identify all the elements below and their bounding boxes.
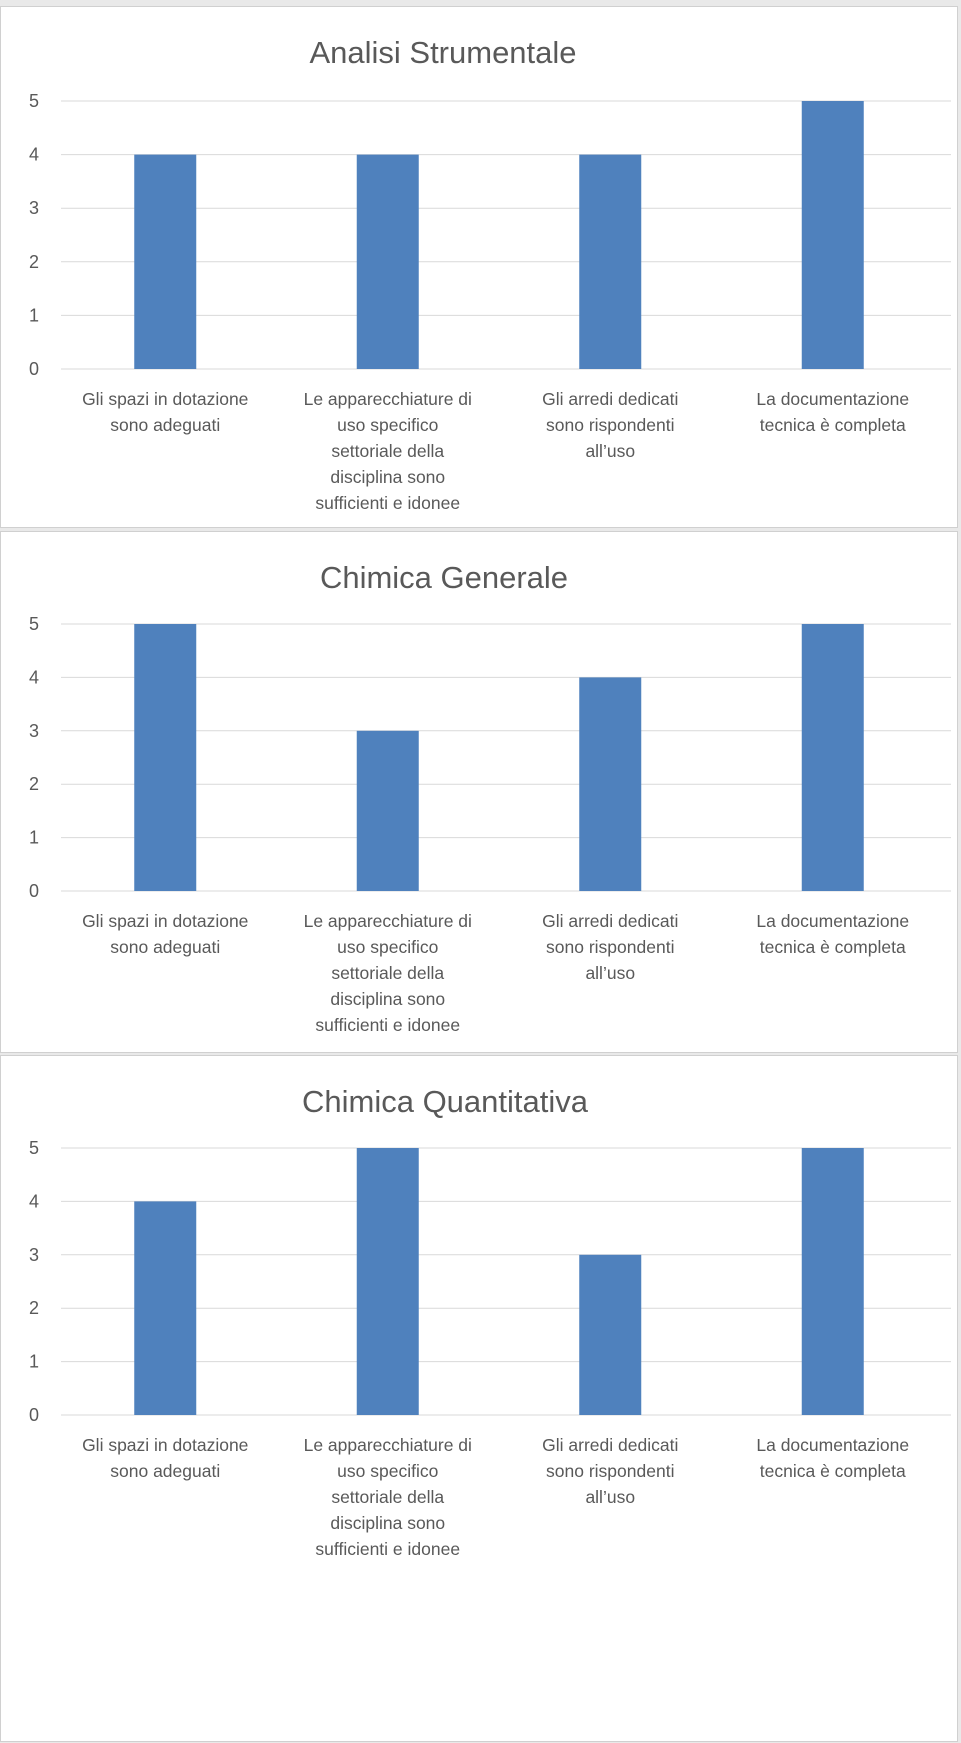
chart-svg: Chimica Generale 0 1 2 3 4 5 Gli spazi in dota… bbox=[29, 560, 951, 1035]
y-tick-label: 5 bbox=[29, 614, 39, 634]
y-tick-label: 1 bbox=[29, 1352, 39, 1372]
x-category-label-line: La documentazione bbox=[756, 389, 909, 409]
bar bbox=[356, 1148, 419, 1415]
x-category-label-line: sono rispondenti bbox=[546, 1461, 674, 1481]
x-category-label-line: uso specifico bbox=[337, 415, 438, 435]
bar bbox=[356, 730, 419, 891]
x-category-label-line: sufficienti e idonee bbox=[315, 1539, 460, 1559]
y-tick-label: 1 bbox=[29, 305, 39, 325]
x-category-label-line: disciplina sono bbox=[330, 467, 445, 487]
y-tick-label: 4 bbox=[29, 667, 39, 687]
x-category-label-line: disciplina sono bbox=[330, 989, 445, 1009]
chart-panel-analisi-strumentale: Analisi Strumentale 0 1 2 3 4 5 Gli spazi in d… bbox=[0, 6, 958, 528]
x-category-label-line: sufficienti e idonee bbox=[315, 1015, 460, 1035]
y-tick-label: 0 bbox=[29, 359, 39, 379]
x-category-label: Gli arredi dedicati sono rispondenti all’u… bbox=[542, 911, 678, 983]
x-category-label-line: all’uso bbox=[585, 963, 635, 983]
x-category-label-line: Le apparecchiature di bbox=[304, 911, 472, 931]
x-category-label-line: sono adeguati bbox=[110, 1461, 220, 1481]
x-category-label: La documentazione tecnica è completa bbox=[756, 1435, 909, 1481]
y-tick-label: 2 bbox=[29, 252, 39, 272]
x-category-label-line: tecnica è completa bbox=[760, 937, 906, 957]
y-tick-label: 5 bbox=[29, 1138, 39, 1158]
chart-panel-chimica-quantitativa: Chimica Quantitativa 0 1 2 3 4 5 Gli spazi in … bbox=[0, 1055, 958, 1742]
x-category-label-line: sono rispondenti bbox=[546, 937, 674, 957]
y-tick-label: 2 bbox=[29, 1298, 39, 1318]
chart-panel-chimica-generale: Chimica Generale 0 1 2 3 4 5 Gli spazi in dota… bbox=[0, 531, 958, 1053]
chart-svg: Analisi Strumentale 0 1 2 3 4 5 Gli spazi in d… bbox=[29, 35, 951, 513]
bar bbox=[801, 1148, 864, 1415]
x-category-label: La documentazione tecnica è completa bbox=[756, 389, 909, 435]
x-category-label-line: La documentazione bbox=[756, 911, 909, 931]
x-category-label-line: all’uso bbox=[585, 1487, 635, 1507]
x-category-label-line: disciplina sono bbox=[330, 1513, 445, 1533]
plot-area: 0 1 2 3 4 5 Gli spazi in dotazione sono adeguat… bbox=[29, 91, 951, 513]
chart-title: Chimica Generale bbox=[320, 560, 568, 595]
x-category-label-line: Gli arredi dedicati bbox=[542, 911, 678, 931]
x-category-label-line: Gli arredi dedicati bbox=[542, 1435, 678, 1455]
x-category-label-line: settoriale della bbox=[331, 441, 444, 461]
x-category-label: Gli spazi in dotazione sono adeguati bbox=[82, 911, 248, 957]
x-category-label: Gli arredi dedicati sono rispondenti all’u… bbox=[542, 1435, 678, 1507]
bar bbox=[134, 154, 197, 369]
plot-area: 0 1 2 3 4 5 Gli spazi in dotazione sono adeguat… bbox=[29, 614, 951, 1035]
bar bbox=[356, 154, 419, 369]
y-tick-label: 4 bbox=[29, 1191, 39, 1211]
x-category-label: Le apparecchiature di uso specifico settor… bbox=[304, 911, 472, 1035]
bar bbox=[801, 101, 864, 369]
x-category-label: Le apparecchiature di uso specifico settor… bbox=[304, 389, 472, 513]
y-tick-label: 3 bbox=[29, 198, 39, 218]
x-category-label-line: all’uso bbox=[585, 441, 635, 461]
bar bbox=[801, 624, 864, 891]
x-category-label-line: uso specifico bbox=[337, 937, 438, 957]
x-category-label-line: tecnica è completa bbox=[760, 1461, 906, 1481]
x-category-label-line: sono adeguati bbox=[110, 415, 220, 435]
y-tick-label: 3 bbox=[29, 721, 39, 741]
x-category-label-line: La documentazione bbox=[756, 1435, 909, 1455]
bar bbox=[579, 677, 642, 891]
y-tick-label: 3 bbox=[29, 1245, 39, 1265]
bar bbox=[134, 1201, 197, 1415]
y-tick-label: 5 bbox=[29, 91, 39, 111]
y-tick-label: 0 bbox=[29, 1405, 39, 1425]
y-tick-label: 2 bbox=[29, 774, 39, 794]
x-category-label-line: sono rispondenti bbox=[546, 415, 674, 435]
x-category-label-line: Le apparecchiature di bbox=[304, 1435, 472, 1455]
x-category-label-line: Gli spazi in dotazione bbox=[82, 911, 248, 931]
chart-svg: Chimica Quantitativa 0 1 2 3 4 5 Gli spazi in … bbox=[29, 1084, 951, 1559]
x-category-label: Gli spazi in dotazione sono adeguati bbox=[82, 1435, 248, 1481]
x-category-label-line: Le apparecchiature di bbox=[304, 389, 472, 409]
x-category-label: Le apparecchiature di uso specifico settor… bbox=[304, 1435, 472, 1559]
x-category-label-line: Gli arredi dedicati bbox=[542, 389, 678, 409]
x-category-label-line: settoriale della bbox=[331, 1487, 444, 1507]
x-category-label-line: tecnica è completa bbox=[760, 415, 906, 435]
x-category-label-line: Gli spazi in dotazione bbox=[82, 389, 248, 409]
bar bbox=[134, 624, 197, 891]
chart-title: Chimica Quantitativa bbox=[302, 1084, 589, 1119]
y-tick-label: 1 bbox=[29, 828, 39, 848]
chart-title: Analisi Strumentale bbox=[309, 35, 576, 70]
x-category-label: Gli arredi dedicati sono rispondenti all’u… bbox=[542, 389, 678, 461]
y-tick-label: 0 bbox=[29, 881, 39, 901]
x-category-label-line: uso specifico bbox=[337, 1461, 438, 1481]
x-category-label-line: sono adeguati bbox=[110, 937, 220, 957]
bar bbox=[579, 1254, 642, 1415]
x-category-label-line: settoriale della bbox=[331, 963, 444, 983]
plot-area: 0 1 2 3 4 5 Gli spazi in dotazione sono adeguat… bbox=[29, 1138, 951, 1559]
bar bbox=[579, 154, 642, 369]
x-category-label: Gli spazi in dotazione sono adeguati bbox=[82, 389, 248, 435]
x-category-label-line: Gli spazi in dotazione bbox=[82, 1435, 248, 1455]
x-category-label: La documentazione tecnica è completa bbox=[756, 911, 909, 957]
x-category-label-line: sufficienti e idonee bbox=[315, 493, 460, 513]
y-tick-label: 4 bbox=[29, 145, 39, 165]
